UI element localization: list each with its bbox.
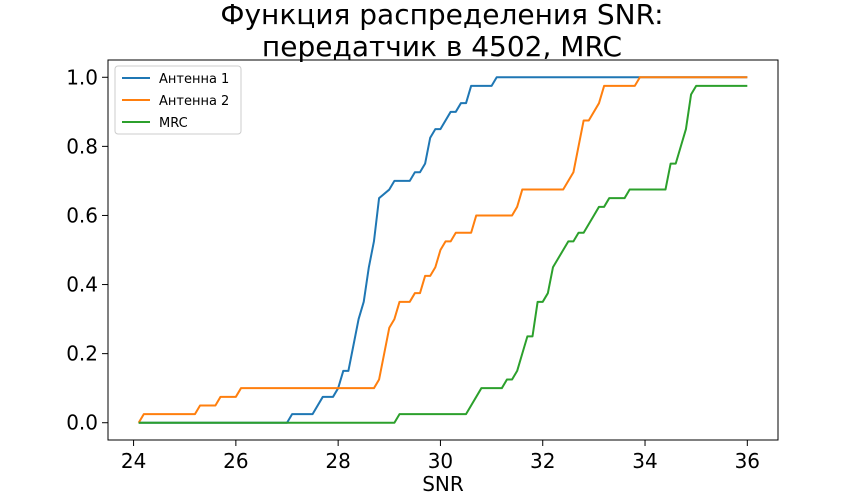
y-tick-label: 0.2 <box>66 342 98 366</box>
series-line-1 <box>138 76 748 424</box>
x-tick-label: 32 <box>530 449 555 473</box>
legend-entry-3: MRC <box>159 116 188 131</box>
y-tick-label: 0.8 <box>66 134 98 158</box>
y-tick-label: 0.6 <box>66 203 98 227</box>
chart-title-line-1: Функция распределения SNR: <box>220 0 663 31</box>
y-tick-label: 0.0 <box>66 411 98 435</box>
x-axis-ticks: 24 26 28 30 32 34 36 <box>121 440 760 473</box>
chart-title: Функция распределения SNR: передатчик в … <box>220 0 663 63</box>
y-axis-ticks: 0.0 0.2 0.4 0.6 0.8 1.0 <box>66 65 108 435</box>
series-line-2 <box>137 76 748 424</box>
x-tick-label: 24 <box>121 449 146 473</box>
x-tick-label: 36 <box>735 449 760 473</box>
legend-box <box>114 65 242 135</box>
legend-entry-2: Антенна 2 <box>159 94 229 109</box>
y-tick-label: 1.0 <box>66 65 98 89</box>
x-axis-label: SNR <box>422 472 464 496</box>
chart-legend: Антенна 1 Антенна 2 MRC <box>114 65 242 135</box>
x-tick-label: 34 <box>632 449 657 473</box>
y-tick-label: 0.4 <box>66 273 98 297</box>
x-tick-label: 26 <box>223 449 248 473</box>
series-layer <box>137 76 748 424</box>
x-tick-label: 30 <box>428 449 453 473</box>
plot-frame <box>107 59 779 441</box>
x-tick-label: 28 <box>325 449 350 473</box>
series-line-3 <box>138 84 748 424</box>
legend-entry-1: Антенна 1 <box>159 72 229 87</box>
chart-title-line-2: передатчик в 4502, MRC <box>262 30 622 63</box>
